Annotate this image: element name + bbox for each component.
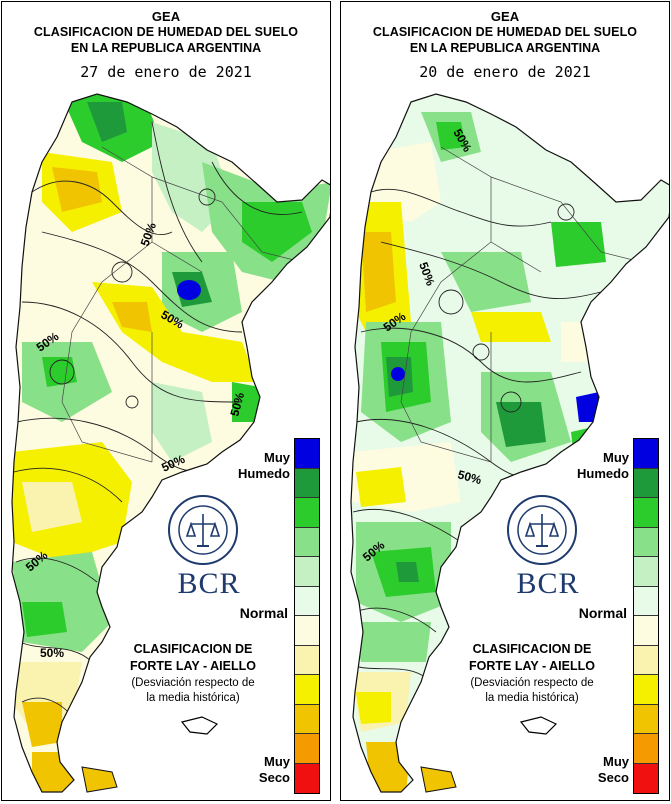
legend-swatch: [295, 704, 319, 734]
legend-swatch: [295, 645, 319, 675]
bcr-logo-text: BCR: [516, 567, 580, 600]
legend-swatch: [634, 675, 658, 705]
header-gea: GEA: [151, 9, 181, 24]
legend-swatch: [634, 645, 658, 675]
map-panel-right: 50% 50% 50% 50% 50% GEA CLASIFICACION DE…: [340, 1, 670, 801]
legend-color-bar: [633, 438, 659, 794]
legend-swatch: [295, 498, 319, 528]
map-panel-left: 50% 50% 50% 50% 50% 50% 50% GEA CLASIFIC…: [1, 1, 331, 801]
legend-swatch: [634, 468, 658, 498]
legend-swatch: [295, 527, 319, 557]
legend-swatch: [634, 557, 658, 587]
legend-swatch: [634, 763, 658, 793]
title-line-1: CLASIFICACION DE HUMEDAD DEL SUELO: [372, 25, 638, 39]
legend-swatch: [634, 704, 658, 734]
legend-swatch: [634, 498, 658, 528]
legend-normal-label: Normal: [239, 605, 288, 621]
argentina-map-left: 50% 50% 50% 50% 50% 50% 50%: [11, 93, 330, 793]
legend-normal-label: Normal: [578, 605, 627, 621]
classification-note-2: la media histórica): [146, 692, 240, 704]
bcr-logo-text: BCR: [177, 567, 241, 600]
legend-swatch: [295, 557, 319, 587]
legend-swatch: [295, 586, 319, 616]
classification-title-2: FORTE LAY - AIELLO: [469, 659, 595, 673]
legend-dry-label: Muy Seco: [597, 754, 629, 785]
header-gea: GEA: [490, 9, 520, 24]
legend-swatch: [634, 527, 658, 557]
legend-swatch: [634, 586, 658, 616]
classification-note-1: (Desviación respecto de: [470, 677, 594, 689]
legend-swatch: [295, 468, 319, 498]
legend-swatch: [634, 439, 658, 469]
legend-swatch: [295, 675, 319, 705]
legend-wet-label: Muy Humedo: [577, 450, 629, 481]
contour-label-50: 50%: [227, 391, 247, 418]
map-date: 27 de enero de 2021: [80, 63, 252, 81]
legend-swatch: [634, 734, 658, 764]
classification-title-1: CLASIFICACION DE: [472, 642, 592, 656]
legend-wet-label: Muy Humedo: [238, 450, 290, 481]
contour-label-50: 50%: [456, 467, 483, 487]
legend-swatch: [295, 439, 319, 469]
classification-note-1: (Desviación respecto de: [131, 677, 255, 689]
legend-swatch: [634, 616, 658, 646]
legend-swatch: [295, 734, 319, 764]
legend-dry-label: Muy Seco: [258, 754, 290, 785]
legend-swatch: [295, 616, 319, 646]
title-line-1: CLASIFICACION DE HUMEDAD DEL SUELO: [33, 25, 299, 39]
malvinas-islands: [180, 716, 219, 735]
legend-swatch: [295, 763, 319, 793]
contour-label-50: 50%: [40, 646, 64, 660]
classification-title-2: FORTE LAY - AIELLO: [130, 659, 256, 673]
argentina-map-right: 50% 50% 50% 50% 50%: [350, 93, 669, 793]
map-date: 20 de enero de 2021: [419, 63, 591, 81]
legend-color-bar: [294, 438, 320, 794]
bolsa-comercio-seal-logo: [507, 495, 577, 565]
classification-note-2: la media histórica): [485, 692, 579, 704]
malvinas-islands: [519, 716, 558, 735]
title-line-2: EN LA REPUBLICA ARGENTINA: [70, 41, 262, 55]
bolsa-comercio-seal-logo: [168, 495, 238, 565]
classification-title-1: CLASIFICACION DE: [133, 642, 253, 656]
title-line-2: EN LA REPUBLICA ARGENTINA: [409, 41, 601, 55]
